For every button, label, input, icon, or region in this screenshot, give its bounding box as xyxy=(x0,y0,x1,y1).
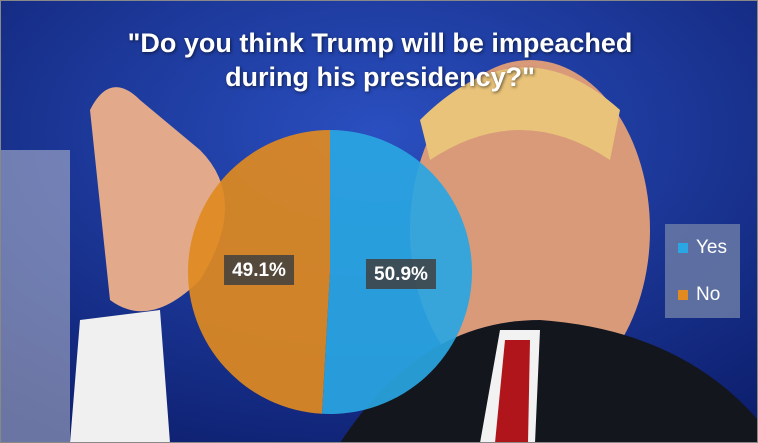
data-label: 50.9% xyxy=(374,264,428,285)
legend-label: No xyxy=(696,284,720,305)
pie: 50.9% 49.1% xyxy=(188,130,473,415)
data-label-box xyxy=(224,254,295,285)
data-label: 49.1% xyxy=(232,260,286,281)
data-label-box xyxy=(365,259,436,290)
legend-label: Yes xyxy=(696,237,727,258)
legend-swatch xyxy=(678,290,688,300)
legend-swatch xyxy=(678,243,688,253)
legend-box xyxy=(665,224,740,318)
chart-title: "Do you think Trump will be impeached du… xyxy=(127,28,633,92)
